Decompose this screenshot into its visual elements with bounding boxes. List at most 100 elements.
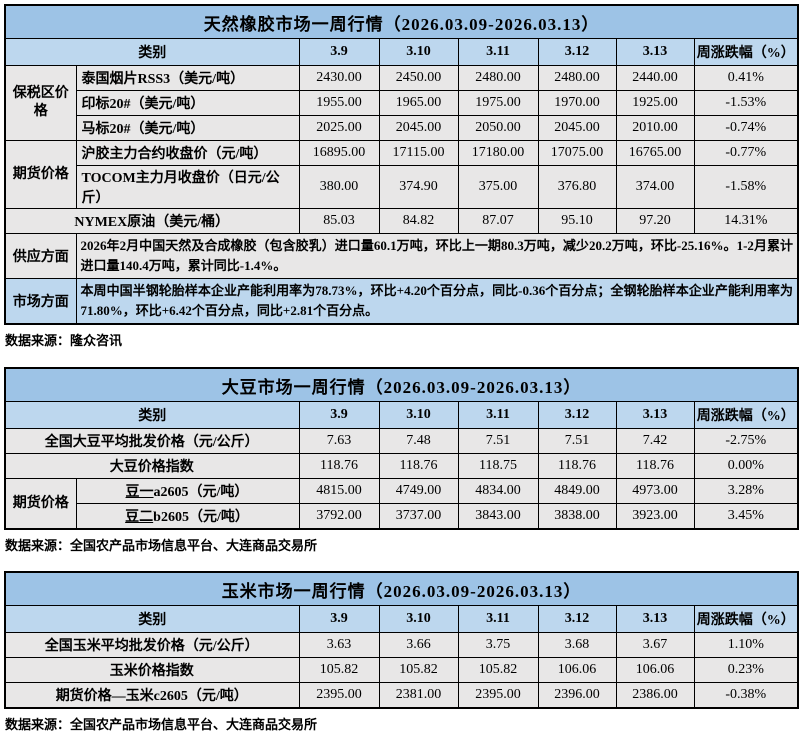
value-cell: 7.51 (457, 428, 539, 454)
value-cell: 2450.00 (378, 65, 459, 91)
column-header-date: 3.13 (615, 401, 695, 429)
value-cell: 3.68 (537, 632, 617, 658)
column-header-weekly-change: 周涨跌幅（%） (693, 605, 799, 633)
value-cell: 118.75 (457, 453, 539, 479)
value-cell: 106.06 (615, 657, 695, 683)
row-group-label: 期货价格 (4, 140, 77, 209)
table-header-row: 类别 3.9 3.10 3.11 3.12 3.13 周涨跌幅（%） (4, 401, 799, 429)
value-cell: 7.51 (537, 428, 617, 454)
change-cell: 14.31% (693, 208, 799, 234)
supply-row-label: 供应方面 (4, 233, 77, 279)
spacer (4, 558, 797, 571)
value-cell: 374.00 (615, 165, 695, 209)
change-cell: -1.58% (693, 165, 799, 209)
column-header-date: 3.11 (457, 38, 539, 66)
row-label: 全国玉米平均批发价格（元/公斤） (4, 632, 300, 658)
value-cell: 1955.00 (298, 90, 380, 116)
value-cell: 16895.00 (298, 140, 380, 166)
value-cell: 1970.00 (537, 90, 617, 116)
column-header-date: 3.12 (537, 38, 617, 66)
value-cell: 2440.00 (615, 65, 695, 91)
value-cell: 17180.00 (457, 140, 539, 166)
row-group-label: 期货价格 (4, 478, 77, 530)
column-header-date: 3.9 (298, 38, 380, 66)
value-cell: 4849.00 (537, 478, 617, 504)
value-cell: 118.76 (537, 453, 617, 479)
column-header-category: 类别 (4, 38, 300, 66)
value-cell: 2381.00 (378, 682, 459, 709)
value-cell: 17075.00 (537, 140, 617, 166)
value-cell: 3792.00 (298, 503, 380, 530)
value-cell: 2010.00 (615, 115, 695, 141)
value-cell: 1925.00 (615, 90, 695, 116)
value-cell: 7.63 (298, 428, 380, 454)
row-label-underlined-prefix: 豆一 (125, 485, 154, 500)
column-header-category: 类别 (4, 605, 300, 633)
data-source-note: 数据来源：全国农产品市场信息平台、大连商品交易所 (5, 538, 318, 553)
value-cell: 97.20 (615, 208, 695, 234)
value-cell: 4973.00 (615, 478, 695, 504)
change-cell: 1.10% (693, 632, 799, 658)
value-cell: 374.90 (378, 165, 459, 209)
row-label: 大豆价格指数 (4, 453, 300, 479)
value-cell: 376.80 (537, 165, 617, 209)
value-cell: 118.76 (615, 453, 695, 479)
column-header-date: 3.13 (615, 605, 695, 633)
table-row: 保税区价格 泰国烟片RSS3（美元/吨） 2430.00 2450.00 248… (4, 65, 799, 141)
value-cell: 3737.00 (378, 503, 459, 530)
column-header-date: 3.11 (457, 605, 539, 633)
column-header-weekly-change: 周涨跌幅（%） (693, 401, 799, 429)
value-cell: 380.00 (298, 165, 380, 209)
column-header-date: 3.10 (378, 401, 459, 429)
value-cell: 3.67 (615, 632, 695, 658)
value-cell: 118.76 (298, 453, 380, 479)
value-cell: 1975.00 (457, 90, 539, 116)
value-cell: 2025.00 (298, 115, 380, 141)
row-label: NYMEX原油（美元/桶） (4, 208, 300, 234)
change-cell: -0.77% (693, 140, 799, 166)
value-cell: 3923.00 (615, 503, 695, 530)
table-title: 天然橡胶市场一周行情（2026.03.09-2026.03.13） (4, 4, 799, 39)
market-row-label: 市场方面 (4, 278, 77, 325)
change-cell: -0.74% (693, 115, 799, 141)
value-cell: 118.76 (378, 453, 459, 479)
value-cell: 2045.00 (537, 115, 617, 141)
column-header-date: 3.11 (457, 401, 539, 429)
row-label: 沪胶主力合约收盘价（元/吨） (75, 140, 300, 166)
value-cell: 2045.00 (378, 115, 459, 141)
table-title-row: 天然橡胶市场一周行情（2026.03.09-2026.03.13） (4, 4, 799, 39)
table-row: TOCOM主力月收盘价（日元/公斤） 380.00 374.90 375.00 … (5, 165, 799, 209)
change-cell: -2.75% (693, 428, 799, 454)
table-row: 马标20#（美元/吨） 2025.00 2045.00 2050.00 2045… (5, 115, 799, 141)
value-cell: 2430.00 (298, 65, 380, 91)
value-cell: 375.00 (457, 165, 539, 209)
value-cell: 4815.00 (298, 478, 380, 504)
value-cell: 4749.00 (378, 478, 459, 504)
column-header-category: 类别 (4, 401, 300, 429)
value-cell: 95.10 (537, 208, 617, 234)
value-cell: 3.75 (457, 632, 539, 658)
column-header-date: 3.13 (615, 38, 695, 66)
row-label: 豆一a2605（元/吨） (75, 478, 300, 504)
row-label-underlined-prefix: 豆二 (125, 510, 154, 525)
value-cell: 3.66 (378, 632, 459, 658)
value-cell: 87.07 (457, 208, 539, 234)
data-source-note: 数据来源：全国农产品市场信息平台、大连商品交易所 (5, 717, 318, 732)
column-header-date: 3.10 (378, 605, 459, 633)
column-header-date: 3.9 (298, 401, 380, 429)
row-label: 泰国烟片RSS3（美元/吨） (75, 65, 300, 91)
column-header-date: 3.12 (537, 401, 617, 429)
value-cell: 84.82 (378, 208, 459, 234)
value-cell: 105.82 (457, 657, 539, 683)
column-header-weekly-change: 周涨跌幅（%） (693, 38, 799, 66)
value-cell: 2480.00 (537, 65, 617, 91)
table-row: 全国大豆平均批发价格（元/公斤） 7.63 7.48 7.51 7.51 7.4… (4, 428, 799, 454)
value-cell: 2480.00 (457, 65, 539, 91)
value-cell: 17115.00 (378, 140, 459, 166)
row-label-rest: a2605（元/吨） (153, 485, 249, 500)
table-title: 玉米市场一周行情（2026.03.09-2026.03.13） (4, 571, 799, 606)
value-cell: 2050.00 (457, 115, 539, 141)
change-cell: -0.38% (693, 682, 799, 709)
value-cell: 106.06 (537, 657, 617, 683)
row-label: 豆二b2605（元/吨） (75, 503, 300, 530)
